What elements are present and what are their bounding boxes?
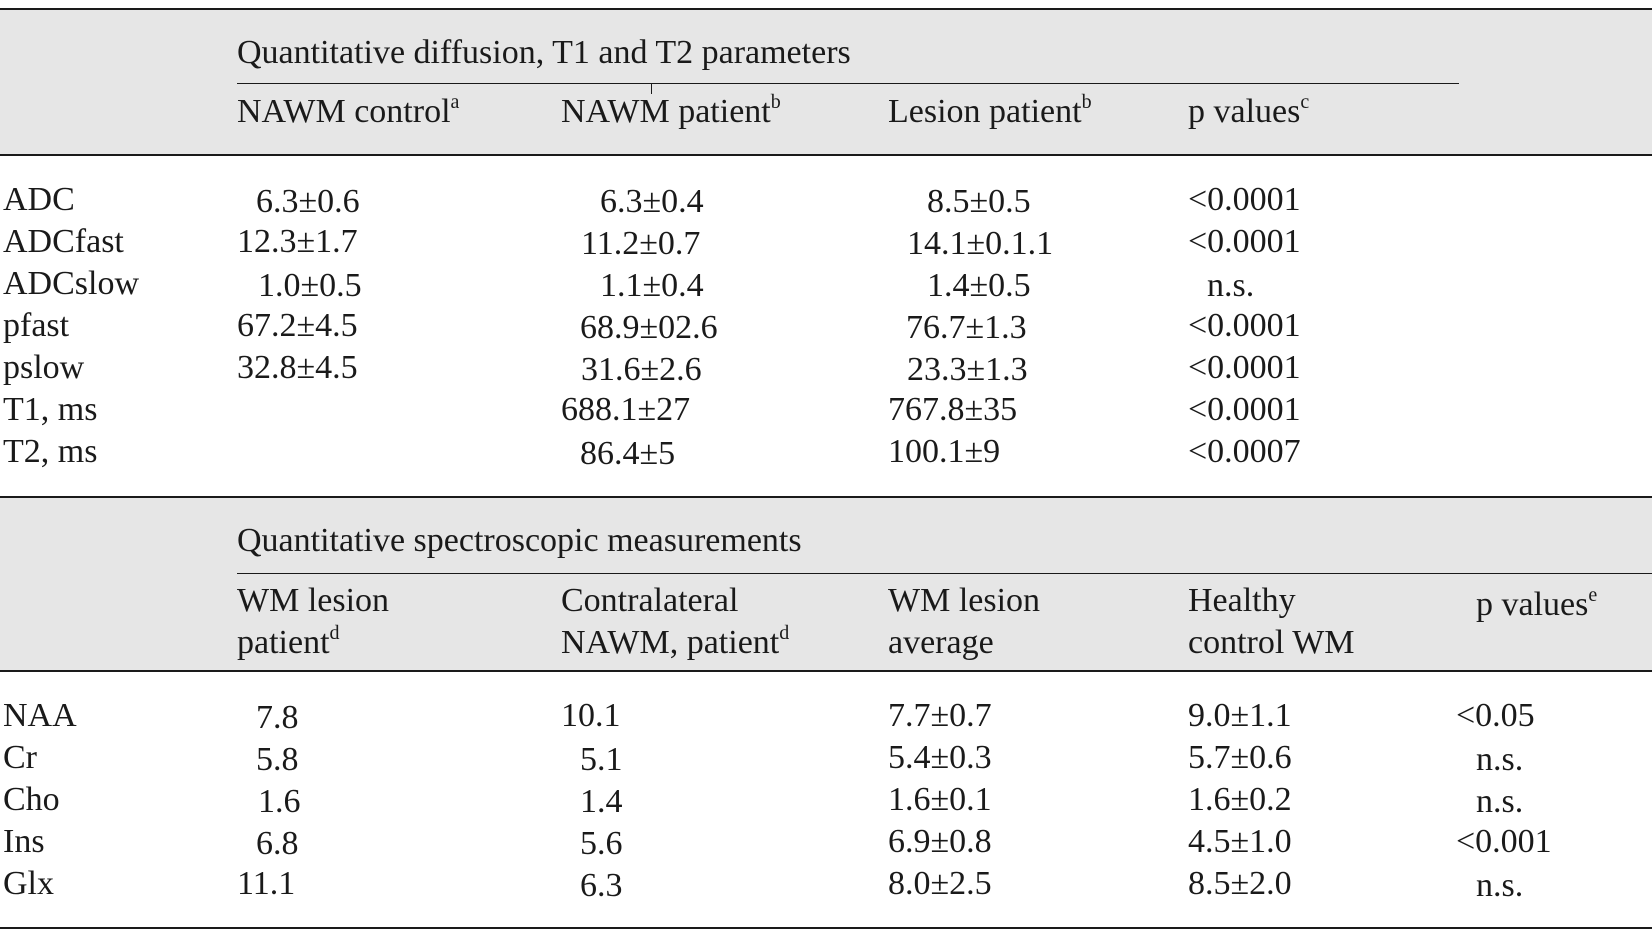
s2-cell: 11.1	[237, 865, 296, 902]
s1-cell: <0.0001	[1188, 223, 1301, 260]
s1-cell: <0.0001	[1188, 307, 1301, 344]
s2-cell: <0.05	[1456, 697, 1535, 734]
s2-cell: 1.4	[580, 783, 623, 820]
s1-cell: 6.3±0.4	[600, 183, 704, 220]
s2-cell: n.s.	[1476, 867, 1524, 904]
s1-row-label: ADC	[3, 181, 75, 218]
s1-cell: 100.1±9	[888, 433, 1001, 470]
section2-header-rule	[0, 670, 1652, 672]
s2-cell: 5.7±0.6	[1188, 739, 1292, 776]
s1-cell: <0.0007	[1188, 433, 1301, 470]
s1-cell: 67.2±4.5	[237, 307, 358, 344]
s1-cell: 1.1±0.4	[600, 267, 704, 304]
s1-cell: 8.5±0.5	[927, 183, 1031, 220]
s1-cell: <0.0001	[1188, 349, 1301, 386]
section1-header-rule	[0, 154, 1652, 156]
s1-cell: 68.9±02.6	[580, 309, 718, 346]
s1-header-lesion-patient: Lesion patientb	[888, 91, 1092, 130]
s1-row-label: ADCfast	[3, 223, 124, 260]
s1-cell: <0.0001	[1188, 391, 1301, 428]
s2-header-healthy-control: Healthy control WM	[1188, 582, 1355, 661]
s2-cell: <0.001	[1456, 823, 1552, 860]
s1-cell: 76.7±1.3	[906, 309, 1027, 346]
s2-cell: 7.7±0.7	[888, 697, 992, 734]
s2-header-wm-lesion-average: WM lesion average	[888, 582, 1041, 661]
section1-title: Quantitative diffusion, T1 and T2 parame…	[237, 34, 851, 71]
s2-cell: n.s.	[1476, 783, 1524, 820]
s1-row-label: T1, ms	[3, 391, 98, 428]
s2-cell: n.s.	[1476, 741, 1524, 778]
s2-cell: 5.6	[580, 825, 623, 862]
s2-header-wm-lesion-patient: WM lesion patientd	[237, 582, 390, 661]
s2-cell: 6.3	[580, 867, 623, 904]
stray-tick-mark	[651, 84, 652, 94]
s1-header-p-values: p valuesc	[1188, 91, 1310, 130]
s2-cell: 6.9±0.8	[888, 823, 992, 860]
s2-cell: 1.6±0.1	[888, 781, 992, 818]
s2-row-label: Cho	[3, 781, 60, 818]
s2-cell: 7.8	[256, 699, 299, 736]
s1-cell: 767.8±35	[888, 391, 1018, 428]
s2-header-contralateral-nawm: Contralateral NAWM, patientd	[561, 582, 790, 661]
s2-row-label: Ins	[3, 823, 45, 860]
section1-header-band	[0, 10, 1652, 154]
s2-cell: 5.8	[256, 741, 299, 778]
s2-cell: 4.5±1.0	[1188, 823, 1292, 860]
s2-row-label: Cr	[3, 739, 37, 776]
s1-cell: 23.3±1.3	[907, 351, 1028, 388]
s2-cell: 1.6±0.2	[1188, 781, 1292, 818]
s1-row-label: ADCslow	[3, 265, 140, 302]
bottom-rule	[0, 927, 1652, 929]
s1-row-label: pslow	[3, 349, 85, 386]
s2-cell: 8.0±2.5	[888, 865, 992, 902]
s1-cell: 11.2±0.7	[581, 225, 701, 262]
s1-cell: 14.1±0.1.1	[907, 225, 1054, 262]
s1-row-label: pfast	[3, 307, 70, 344]
s2-cell: 8.5±2.0	[1188, 865, 1292, 902]
s1-cell: 12.3±1.7	[237, 223, 358, 260]
s1-cell: 1.4±0.5	[927, 267, 1031, 304]
s1-cell: 688.1±27	[561, 391, 691, 428]
s1-cell: 32.8±4.5	[237, 349, 358, 386]
s1-cell: 31.6±2.6	[581, 351, 702, 388]
s1-cell: 86.4±5	[580, 435, 676, 472]
s1-cell: 1.0±0.5	[258, 267, 362, 304]
s2-row-label: Glx	[3, 865, 54, 902]
s2-row-label: NAA	[3, 697, 77, 734]
s2-cell: 10.1	[561, 697, 621, 734]
s1-row-label: T2, ms	[3, 433, 98, 470]
s1-cell: 6.3±0.6	[256, 183, 360, 220]
s1-cell: <0.0001	[1188, 181, 1301, 218]
s2-cell: 5.4±0.3	[888, 739, 992, 776]
section1-title-rule	[237, 83, 1459, 84]
s2-cell: 9.0±1.1	[1188, 697, 1292, 734]
section2-title-rule	[237, 573, 1652, 574]
section2-title: Quantitative spectroscopic measurements	[237, 522, 802, 559]
section2-top-rule	[0, 496, 1652, 498]
s2-header-p-values: p valuese	[1476, 584, 1598, 623]
s2-cell: 1.6	[258, 783, 301, 820]
s2-cell: 6.8	[256, 825, 299, 862]
section2-header-band	[0, 498, 1652, 670]
s1-cell: n.s.	[1207, 267, 1255, 304]
s1-header-nawm-patient: NAWM patientb	[561, 91, 781, 130]
top-rule	[0, 8, 1652, 10]
s2-cell: 5.1	[580, 741, 623, 778]
s1-header-nawm-control: NAWM controla	[237, 91, 460, 130]
